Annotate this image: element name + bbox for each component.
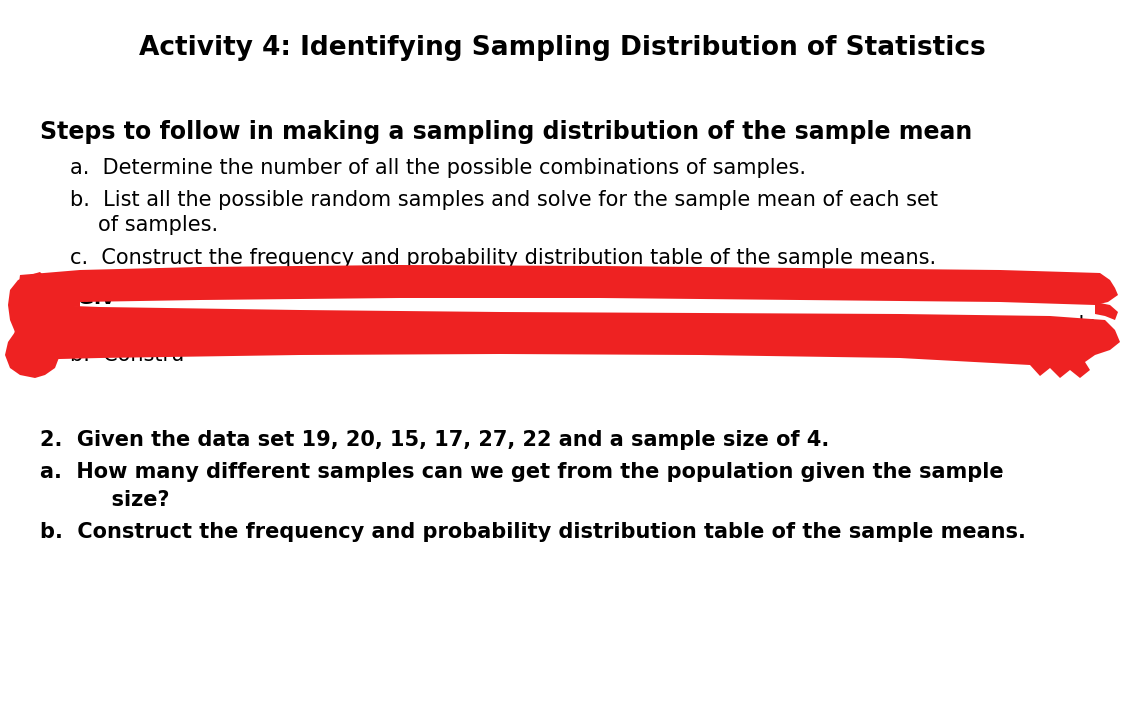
Text: b.  Constru: b. Constru xyxy=(70,345,184,365)
Text: a.  Determine the number of all the possible combinations of samples.: a. Determine the number of all the possi… xyxy=(70,158,805,178)
Text: Activity 4: Identifying Sampling Distribution of Statistics: Activity 4: Identifying Sampling Distrib… xyxy=(138,35,986,61)
Polygon shape xyxy=(4,272,60,378)
Text: Steps to follow in making a sampling distribution of the sample mean: Steps to follow in making a sampling dis… xyxy=(40,120,972,144)
Text: means.: means. xyxy=(990,345,1066,365)
Polygon shape xyxy=(12,304,1120,378)
Polygon shape xyxy=(45,300,80,307)
Text: of samples.: of samples. xyxy=(98,215,218,235)
Polygon shape xyxy=(18,265,1118,305)
Polygon shape xyxy=(1095,302,1118,320)
Text: c.  Construct the frequency and probability distribution table of the sample mea: c. Construct the frequency and probabili… xyxy=(70,248,936,268)
Text: b.  Construct the frequency and probability distribution table of the sample mea: b. Construct the frequency and probabili… xyxy=(40,522,1026,542)
Text: 2.  Given the data set 19, 20, 15, 17, 27, 22 and a sample size of 4.: 2. Given the data set 19, 20, 15, 17, 27… xyxy=(40,430,829,450)
Text: mple: mple xyxy=(1045,315,1097,335)
Text: 1.  Giv: 1. Giv xyxy=(40,288,115,308)
Text: b.  List all the possible random samples and solve for the sample mean of each s: b. List all the possible random samples … xyxy=(70,190,938,210)
Text: a.  How many different samples can we get from the population given the sample: a. How many different samples can we get… xyxy=(40,462,1004,482)
Text: size?: size? xyxy=(68,490,170,510)
Text: a.  How man: a. How man xyxy=(70,315,201,335)
